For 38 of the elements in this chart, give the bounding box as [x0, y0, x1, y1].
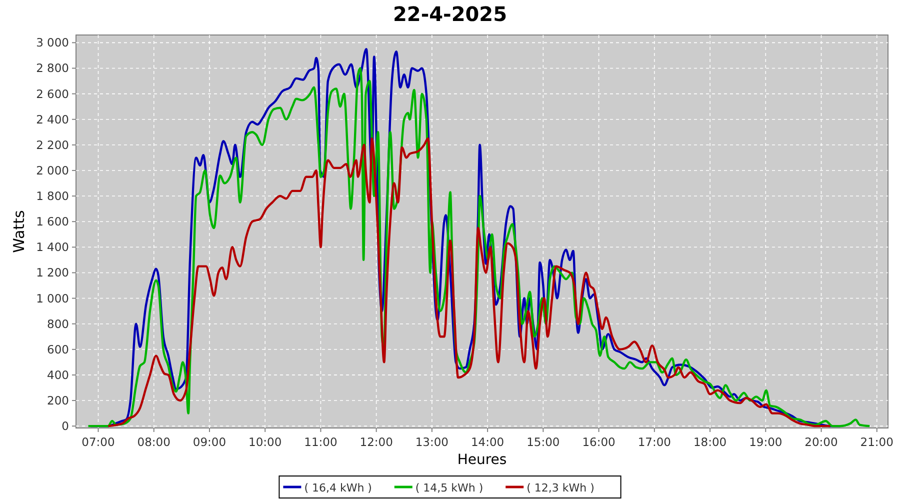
y-tick-label: 1 600	[36, 214, 69, 229]
y-tick-label: 200	[47, 394, 69, 408]
y-tick-label: 400	[47, 368, 69, 382]
x-tick-label: 16:00	[582, 435, 616, 449]
legend-label: ( 16,4 kWh )	[304, 482, 372, 494]
x-tick-label: 17:00	[638, 435, 671, 449]
legend-label: ( 14,5 kWh )	[415, 482, 484, 494]
y-tick-label: 1 800	[36, 189, 69, 204]
y-tick-label: 2 400	[36, 112, 69, 126]
y-tick-label: 2 800	[36, 61, 69, 76]
y-tick-label: 2 000	[36, 163, 69, 178]
y-tick-label: 2 200	[36, 138, 69, 152]
chart-title: 22-4-2025	[392, 2, 508, 26]
y-tick-label: 1 400	[36, 240, 69, 254]
x-tick-label: 18:00	[693, 435, 727, 449]
y-tick-label: 0	[62, 419, 69, 434]
x-tick-label: 15:00	[526, 435, 560, 449]
y-tick-label: 800	[47, 316, 69, 331]
x-tick-label: 20:00	[804, 435, 838, 449]
x-tick-label: 10:00	[248, 435, 282, 449]
y-axis-title: Watts	[10, 210, 28, 253]
y-tick-label: 3 000	[36, 36, 69, 50]
x-tick-label: 07:00	[82, 435, 115, 449]
y-tick-label: 2 600	[36, 86, 69, 101]
line-series	[107, 137, 832, 428]
legend-label: ( 12,3 kWh )	[526, 482, 594, 494]
x-tick-label: 11:00	[304, 435, 338, 449]
x-tick-label: 21:00	[860, 435, 894, 449]
x-tick-label: 08:00	[137, 435, 170, 449]
y-tick-label: 1 000	[36, 291, 69, 306]
x-tick-label: 09:00	[192, 435, 226, 449]
x-axis-title: Heures	[457, 452, 507, 468]
x-tick-label: 12:00	[360, 435, 393, 449]
x-tick-label: 13:00	[415, 435, 449, 449]
x-tick-label: 14:00	[470, 435, 504, 449]
y-tick-label: 600	[47, 342, 69, 356]
y-tick-label: 1 200	[36, 266, 69, 280]
x-tick-label: 19:00	[749, 435, 782, 449]
